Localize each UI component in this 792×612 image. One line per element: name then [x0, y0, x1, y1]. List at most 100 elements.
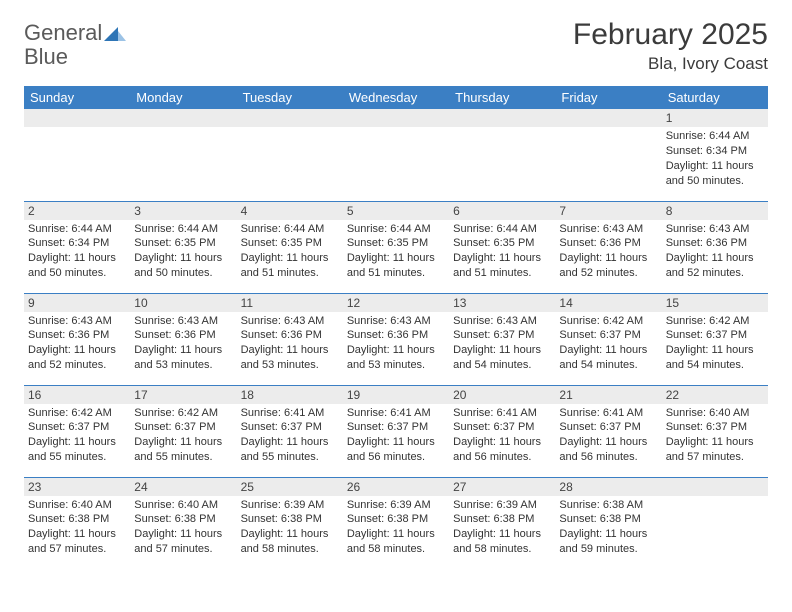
calendar-cell [343, 109, 449, 201]
calendar-cell: 25Sunrise: 6:39 AMSunset: 6:38 PMDayligh… [237, 477, 343, 569]
day-body: Sunrise: 6:43 AMSunset: 6:37 PMDaylight:… [449, 312, 555, 377]
day-body: Sunrise: 6:44 AMSunset: 6:35 PMDaylight:… [343, 220, 449, 285]
day-number: 18 [237, 386, 343, 404]
day-body: Sunrise: 6:38 AMSunset: 6:38 PMDaylight:… [555, 496, 661, 561]
calendar-cell: 21Sunrise: 6:41 AMSunset: 6:37 PMDayligh… [555, 385, 661, 477]
day-body: Sunrise: 6:42 AMSunset: 6:37 PMDaylight:… [662, 312, 768, 377]
day-number: 8 [662, 202, 768, 220]
calendar-week-row: 16Sunrise: 6:42 AMSunset: 6:37 PMDayligh… [24, 385, 768, 477]
calendar-cell: 26Sunrise: 6:39 AMSunset: 6:38 PMDayligh… [343, 477, 449, 569]
location: Bla, Ivory Coast [573, 54, 768, 74]
weekday-header: Sunday [24, 86, 130, 109]
day-number: 7 [555, 202, 661, 220]
day-number: 9 [24, 294, 130, 312]
day-body: Sunrise: 6:40 AMSunset: 6:38 PMDaylight:… [24, 496, 130, 561]
day-number-empty [662, 478, 768, 496]
calendar-week-row: 1Sunrise: 6:44 AMSunset: 6:34 PMDaylight… [24, 109, 768, 201]
day-body: Sunrise: 6:40 AMSunset: 6:37 PMDaylight:… [662, 404, 768, 469]
day-number: 26 [343, 478, 449, 496]
calendar-cell: 24Sunrise: 6:40 AMSunset: 6:38 PMDayligh… [130, 477, 236, 569]
calendar-cell: 17Sunrise: 6:42 AMSunset: 6:37 PMDayligh… [130, 385, 236, 477]
calendar-cell: 19Sunrise: 6:41 AMSunset: 6:37 PMDayligh… [343, 385, 449, 477]
day-number: 12 [343, 294, 449, 312]
weekday-header-row: SundayMondayTuesdayWednesdayThursdayFrid… [24, 86, 768, 109]
calendar-cell: 7Sunrise: 6:43 AMSunset: 6:36 PMDaylight… [555, 201, 661, 293]
calendar-cell: 15Sunrise: 6:42 AMSunset: 6:37 PMDayligh… [662, 293, 768, 385]
day-body: Sunrise: 6:43 AMSunset: 6:36 PMDaylight:… [24, 312, 130, 377]
day-number: 1 [662, 109, 768, 127]
weekday-header: Tuesday [237, 86, 343, 109]
day-number: 10 [130, 294, 236, 312]
day-number: 17 [130, 386, 236, 404]
calendar-cell: 12Sunrise: 6:43 AMSunset: 6:36 PMDayligh… [343, 293, 449, 385]
day-body: Sunrise: 6:43 AMSunset: 6:36 PMDaylight:… [237, 312, 343, 377]
day-body: Sunrise: 6:44 AMSunset: 6:35 PMDaylight:… [449, 220, 555, 285]
day-body: Sunrise: 6:44 AMSunset: 6:35 PMDaylight:… [130, 220, 236, 285]
day-body: Sunrise: 6:43 AMSunset: 6:36 PMDaylight:… [343, 312, 449, 377]
calendar-week-row: 23Sunrise: 6:40 AMSunset: 6:38 PMDayligh… [24, 477, 768, 569]
weekday-header: Saturday [662, 86, 768, 109]
calendar-cell: 27Sunrise: 6:39 AMSunset: 6:38 PMDayligh… [449, 477, 555, 569]
day-number: 14 [555, 294, 661, 312]
day-number: 25 [237, 478, 343, 496]
calendar-cell [662, 477, 768, 569]
day-number-empty [449, 109, 555, 127]
day-body: Sunrise: 6:42 AMSunset: 6:37 PMDaylight:… [130, 404, 236, 469]
day-number: 2 [24, 202, 130, 220]
day-body: Sunrise: 6:41 AMSunset: 6:37 PMDaylight:… [555, 404, 661, 469]
day-number: 21 [555, 386, 661, 404]
calendar-cell: 22Sunrise: 6:40 AMSunset: 6:37 PMDayligh… [662, 385, 768, 477]
month-title: February 2025 [573, 18, 768, 52]
day-number: 16 [24, 386, 130, 404]
calendar-cell: 2Sunrise: 6:44 AMSunset: 6:34 PMDaylight… [24, 201, 130, 293]
calendar-cell: 20Sunrise: 6:41 AMSunset: 6:37 PMDayligh… [449, 385, 555, 477]
calendar-cell: 13Sunrise: 6:43 AMSunset: 6:37 PMDayligh… [449, 293, 555, 385]
day-number: 23 [24, 478, 130, 496]
day-body: Sunrise: 6:41 AMSunset: 6:37 PMDaylight:… [343, 404, 449, 469]
calendar-cell [237, 109, 343, 201]
day-body: Sunrise: 6:43 AMSunset: 6:36 PMDaylight:… [130, 312, 236, 377]
weekday-header: Wednesday [343, 86, 449, 109]
day-number-empty [24, 109, 130, 127]
logo-word1: General [24, 20, 102, 45]
day-number: 6 [449, 202, 555, 220]
day-body: Sunrise: 6:43 AMSunset: 6:36 PMDaylight:… [555, 220, 661, 285]
day-body: Sunrise: 6:39 AMSunset: 6:38 PMDaylight:… [343, 496, 449, 561]
day-body: Sunrise: 6:42 AMSunset: 6:37 PMDaylight:… [24, 404, 130, 469]
calendar-cell: 3Sunrise: 6:44 AMSunset: 6:35 PMDaylight… [130, 201, 236, 293]
weekday-header: Monday [130, 86, 236, 109]
calendar-cell: 1Sunrise: 6:44 AMSunset: 6:34 PMDaylight… [662, 109, 768, 201]
day-number: 24 [130, 478, 236, 496]
logo-mark-icon [104, 25, 126, 46]
day-body: Sunrise: 6:43 AMSunset: 6:36 PMDaylight:… [662, 220, 768, 285]
weekday-header: Thursday [449, 86, 555, 109]
calendar-week-row: 9Sunrise: 6:43 AMSunset: 6:36 PMDaylight… [24, 293, 768, 385]
day-number-empty [343, 109, 449, 127]
calendar-cell: 10Sunrise: 6:43 AMSunset: 6:36 PMDayligh… [130, 293, 236, 385]
calendar-cell: 5Sunrise: 6:44 AMSunset: 6:35 PMDaylight… [343, 201, 449, 293]
calendar-cell [555, 109, 661, 201]
calendar-cell: 4Sunrise: 6:44 AMSunset: 6:35 PMDaylight… [237, 201, 343, 293]
day-body: Sunrise: 6:42 AMSunset: 6:37 PMDaylight:… [555, 312, 661, 377]
day-number: 11 [237, 294, 343, 312]
calendar-cell [24, 109, 130, 201]
day-number: 19 [343, 386, 449, 404]
calendar-table: SundayMondayTuesdayWednesdayThursdayFrid… [24, 86, 768, 569]
day-number: 22 [662, 386, 768, 404]
day-number: 5 [343, 202, 449, 220]
calendar-cell [449, 109, 555, 201]
calendar-week-row: 2Sunrise: 6:44 AMSunset: 6:34 PMDaylight… [24, 201, 768, 293]
calendar-cell [130, 109, 236, 201]
calendar-cell: 6Sunrise: 6:44 AMSunset: 6:35 PMDaylight… [449, 201, 555, 293]
calendar-cell: 14Sunrise: 6:42 AMSunset: 6:37 PMDayligh… [555, 293, 661, 385]
day-number: 3 [130, 202, 236, 220]
calendar-cell: 11Sunrise: 6:43 AMSunset: 6:36 PMDayligh… [237, 293, 343, 385]
day-number: 27 [449, 478, 555, 496]
calendar-cell: 28Sunrise: 6:38 AMSunset: 6:38 PMDayligh… [555, 477, 661, 569]
day-number-empty [237, 109, 343, 127]
day-body: Sunrise: 6:44 AMSunset: 6:34 PMDaylight:… [24, 220, 130, 285]
logo-word2: Blue [24, 44, 68, 69]
day-body: Sunrise: 6:41 AMSunset: 6:37 PMDaylight:… [237, 404, 343, 469]
day-body: Sunrise: 6:39 AMSunset: 6:38 PMDaylight:… [449, 496, 555, 561]
logo-text-block: General Blue [24, 22, 126, 69]
